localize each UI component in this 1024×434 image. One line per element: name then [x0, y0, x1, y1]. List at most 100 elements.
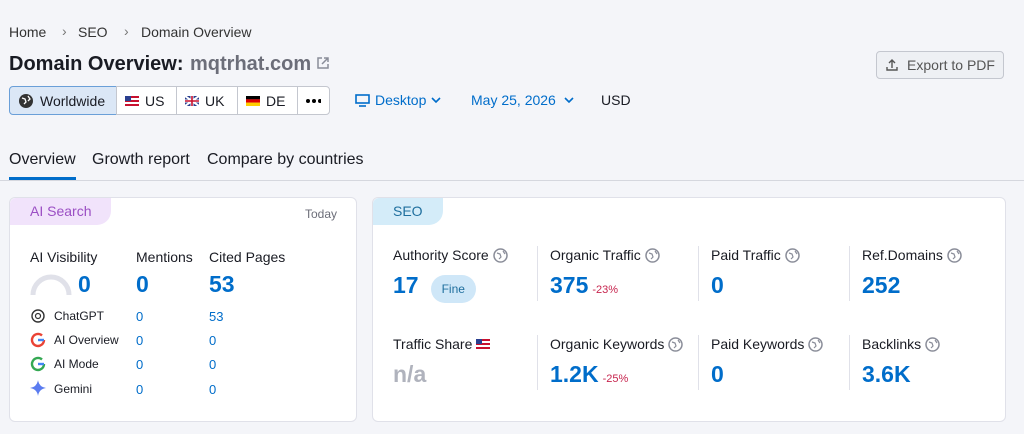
flag-uk	[185, 95, 199, 106]
seo-card: SEO Authority Score 17 Fine Organic Traffic…	[372, 197, 1006, 422]
google-icon	[30, 356, 46, 372]
row-name: Gemini	[54, 382, 93, 396]
row-value[interactable]: 0	[136, 309, 144, 324]
divider	[537, 335, 538, 390]
metric-name: Paid Keywords	[711, 336, 824, 352]
separator: ›	[124, 23, 129, 39]
date-select[interactable]: May 25, 2026	[471, 92, 574, 108]
breadcrumb[interactable]: SEO	[78, 24, 108, 40]
metric-change: -23%	[592, 284, 619, 296]
info-icon[interactable]	[808, 336, 824, 352]
total-value: 0	[78, 271, 91, 297]
region-label: UK	[205, 92, 225, 109]
device-label: Desktop	[375, 92, 427, 108]
metric-number[interactable]: 17	[393, 272, 419, 298]
divider	[849, 335, 850, 390]
row-value[interactable]: 53	[209, 309, 224, 324]
chatgpt-icon	[31, 309, 45, 323]
metric-label: Authority Score	[393, 247, 489, 263]
info-icon[interactable]	[645, 247, 660, 263]
region-de[interactable]: DE	[237, 86, 298, 115]
row-value[interactable]: 0	[209, 382, 217, 397]
divider	[698, 335, 699, 390]
more-regions[interactable]	[297, 86, 330, 115]
metric-value: 252	[862, 272, 900, 299]
globe-icon	[19, 93, 33, 108]
metric-change: -25%	[602, 373, 629, 385]
column-header: Mentions	[136, 249, 193, 265]
export-label: Export to PDF	[907, 57, 995, 73]
flag-de	[246, 95, 260, 106]
row-value[interactable]: 0	[209, 333, 217, 348]
row-name: AI Mode	[54, 357, 99, 371]
currency: USD	[601, 92, 631, 108]
external-link-icon[interactable]	[316, 56, 330, 70]
divider	[849, 246, 850, 301]
date-label: May 25, 2026	[471, 92, 556, 108]
visibility-gauge	[30, 274, 72, 296]
metric-value: 1.2K -25%	[550, 361, 628, 388]
metric-label: Paid Traffic	[711, 247, 781, 263]
device-select[interactable]: Desktop	[355, 92, 441, 108]
row-value[interactable]: 0	[136, 357, 144, 372]
region-worldwide[interactable]: Worldwide	[9, 86, 117, 115]
info-icon[interactable]	[925, 336, 940, 352]
metric-number[interactable]: 1.2K	[550, 361, 599, 387]
metric-number[interactable]: 375	[550, 272, 589, 298]
metric-value: 0	[711, 361, 724, 388]
row-value[interactable]: 0	[136, 382, 144, 397]
tab[interactable]: Growth report	[92, 151, 190, 168]
flag-us	[125, 95, 139, 106]
metric-value: n/a	[393, 361, 426, 388]
export-button[interactable]: Export to PDF	[876, 51, 1004, 79]
total-value: 53	[209, 271, 235, 297]
metric-number[interactable]: 252	[862, 272, 901, 298]
region-us[interactable]: US	[116, 86, 177, 115]
metric-number[interactable]: 0	[711, 361, 724, 387]
metric-number[interactable]: 3.6K	[862, 361, 911, 387]
metric-value: 375 -23%	[550, 272, 618, 299]
metric-label: Ref.Domains	[862, 247, 943, 263]
card-label: AI Search	[10, 198, 111, 225]
google-icon	[30, 332, 46, 348]
row-value[interactable]: 0	[209, 357, 217, 372]
gemini-icon	[30, 380, 46, 396]
region-label: DE	[266, 92, 286, 109]
metric-label: Backlinks	[862, 336, 922, 352]
tab-underline	[9, 177, 76, 180]
metric-name: Organic Traffic	[550, 247, 660, 263]
card-label: SEO	[373, 198, 443, 225]
tab-active[interactable]: Overview	[9, 151, 76, 168]
column-header: Cited Pages	[209, 249, 286, 265]
ai-search-card: AI Search Today AI Visibility Mentions C…	[9, 197, 357, 422]
metric-badge: Fine	[430, 275, 476, 303]
info-icon[interactable]	[785, 247, 800, 263]
metric-name: Traffic Share	[393, 336, 491, 352]
divider	[537, 246, 538, 301]
desktop-icon	[355, 93, 370, 107]
chevron	[564, 97, 574, 103]
metric-value: 17 Fine	[393, 272, 476, 303]
metric-label: Organic Traffic	[550, 247, 641, 263]
info-icon[interactable]	[947, 247, 962, 263]
dots-icon	[306, 98, 321, 103]
breadcrumb[interactable]: Home	[9, 24, 47, 40]
tab[interactable]: Compare by countries	[207, 151, 364, 168]
metric-value: 3.6K	[862, 361, 911, 388]
metric-name: Backlinks	[862, 336, 940, 352]
metric-number[interactable]: n/a	[393, 361, 427, 387]
divider	[698, 246, 699, 301]
metric-name: Organic Keywords	[550, 336, 684, 352]
info-icon[interactable]	[492, 247, 508, 263]
metric-number[interactable]: 0	[711, 272, 724, 298]
domain[interactable]: mqtrhat.com	[190, 53, 312, 75]
info-icon[interactable]	[668, 336, 684, 352]
upload-icon	[886, 59, 898, 71]
metric-value: 0	[711, 272, 724, 299]
row-value[interactable]: 0	[136, 333, 144, 348]
metric-name: Ref.Domains	[862, 247, 962, 263]
region-label: US	[145, 92, 165, 109]
flag-us	[476, 339, 491, 349]
region-uk[interactable]: UK	[176, 86, 238, 115]
